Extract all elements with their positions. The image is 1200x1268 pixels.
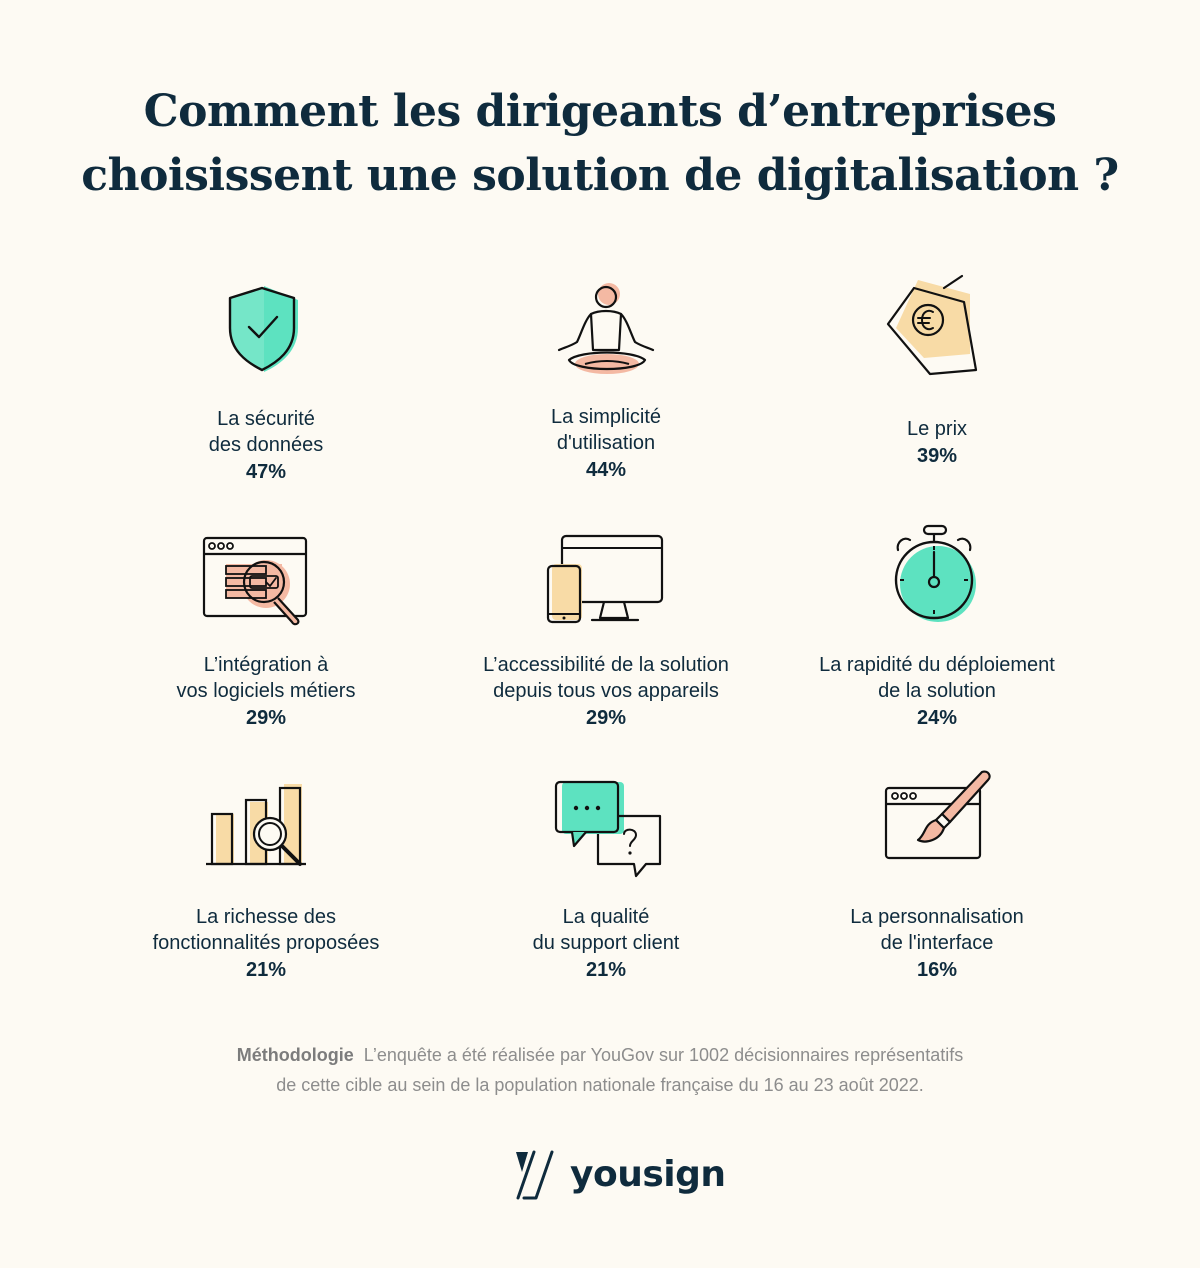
criterion-label-line-1: L’intégration à [203, 654, 329, 676]
criterion-support-quality: La qualité du support client 21% [436, 904, 776, 984]
criterion-ease-of-use: La simplicité d'utilisation 44% [436, 404, 776, 484]
criterion-label-line-2: depuis tous vos appareils [493, 680, 719, 702]
criterion-label-line-2: de l'interface [880, 932, 994, 954]
methodology-note: Méthodologie L’enquête a été réalisée pa… [150, 1040, 1050, 1100]
yousign-logo: yousign [514, 1148, 726, 1204]
criterion-label-line-2: du support client [532, 932, 680, 954]
criterion-percent: 21% [245, 959, 287, 981]
devices-icon [544, 534, 668, 633]
criterion-device-accessibility: L’accessibilité de la solution depuis to… [436, 652, 776, 732]
title-line-1: Comment les dirigeants d’entreprises [143, 86, 1057, 137]
title-line-2-suffix: ? [1078, 150, 1119, 201]
title-emphasis: digitalisation [756, 150, 1079, 201]
criterion-percent: 21% [585, 959, 627, 981]
criterion-percent: 29% [585, 707, 627, 729]
criterion-percent: 44% [585, 459, 627, 481]
criterion-interface-customization: La personnalisation de l'interface 16% [767, 904, 1107, 984]
criterion-label-line-2: d'utilisation [556, 432, 656, 454]
bar-chart-magnifier-icon [204, 780, 308, 875]
criterion-label-line-1: La rapidité du déploiement [819, 654, 1055, 676]
methodology-line-2: de cette cible au sein de la population … [276, 1075, 924, 1095]
criterion-deployment-speed: La rapidité du déploiement de la solutio… [767, 652, 1107, 732]
criterion-percent: 47% [245, 461, 287, 483]
criterion-feature-richness: La richesse des fonctionnalités proposée… [96, 904, 436, 984]
euro-price-tag-icon [884, 274, 984, 385]
methodology-heading: Méthodologie [236, 1045, 354, 1065]
methodology-text-1: L’enquête a été réalisée par YouGov sur … [363, 1045, 964, 1065]
shield-check-icon [222, 282, 306, 381]
criterion-software-integration: L’intégration à vos logiciels métiers 29… [96, 652, 436, 732]
criterion-label-line-2: fonctionnalités proposées [152, 932, 380, 954]
yousign-logo-mark-icon [516, 1150, 554, 1200]
criterion-label-line-1: La sécurité [217, 408, 315, 430]
methodology-line-1: Méthodologie L’enquête a été réalisée pa… [150, 1040, 1050, 1070]
browser-search-icon [200, 534, 312, 633]
criterion-label-line-1: La personnalisation [850, 906, 1024, 928]
criterion-label-line-1: L’accessibilité de la solution [483, 654, 729, 676]
stopwatch-icon [886, 522, 986, 631]
criterion-label-line-2: vos logiciels métiers [176, 680, 356, 702]
criterion-percent: 39% [916, 445, 958, 467]
criterion-percent: 29% [245, 707, 287, 729]
criterion-label-line-1: La qualité [562, 906, 650, 928]
title-line-2-prefix: choisissent une solution de [81, 150, 757, 201]
criterion-price: Le prix 39% [767, 416, 1107, 470]
brand-name: yousign [570, 1154, 726, 1195]
criterion-percent: 16% [916, 959, 958, 981]
page-title: Comment les dirigeants d’entreprises cho… [0, 80, 1200, 208]
meditation-icon [555, 280, 659, 385]
criterion-label-line-1: La simplicité [550, 406, 662, 428]
browser-paintbrush-icon [882, 768, 996, 869]
criterion-data-security: La sécurité des données 47% [96, 406, 436, 486]
criterion-percent: 24% [916, 707, 958, 729]
criterion-label-line-2: des données [208, 434, 324, 456]
title-line-2: choisissent une solution de digitalisati… [0, 144, 1200, 208]
criterion-label-line-2: de la solution [878, 680, 996, 702]
chat-bubbles-icon [552, 778, 664, 887]
criterion-label-line-1: La richesse des [195, 906, 337, 928]
criterion-label-line-1: Le prix [906, 418, 968, 440]
